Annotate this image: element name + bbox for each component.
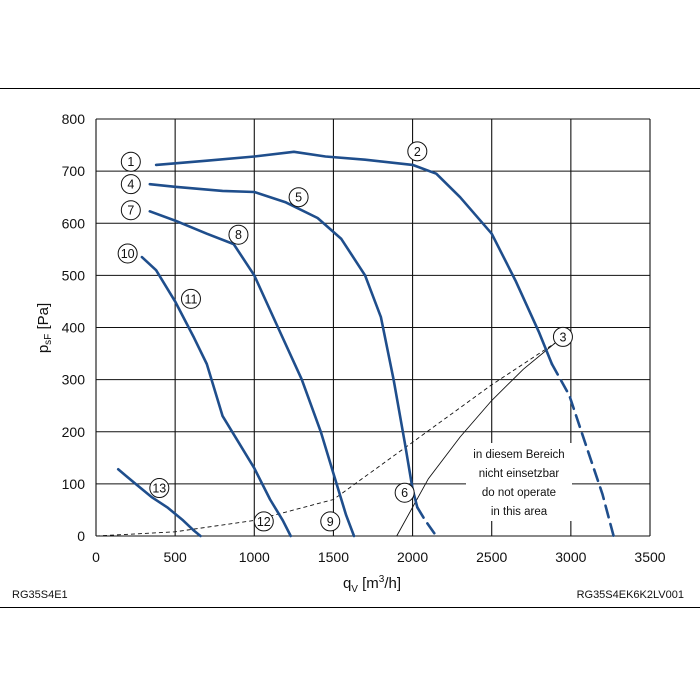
curve-marker-4: 4: [120, 174, 141, 195]
curve-marker-circle: [394, 482, 415, 503]
fan-curve: [148, 182, 419, 509]
curve-marker-12: 12: [253, 511, 274, 532]
curve-marker-1: 1: [120, 151, 141, 172]
note-line: in diesem Bereich: [473, 449, 564, 461]
system-curves: [95, 342, 556, 537]
curve-marker-label: 5: [295, 191, 302, 205]
curve-marker-circle: [228, 224, 249, 245]
y-tick-label: 400: [62, 320, 86, 336]
curve-marker-circle: [117, 243, 138, 264]
curve-marker-2: 2: [407, 141, 428, 162]
chart-frame: [0, 88, 700, 608]
x-tick-label: 500: [163, 549, 187, 565]
y-axis-title: psF [Pa]: [35, 303, 54, 353]
y-tick-label: 800: [62, 111, 86, 127]
curve-marker-circle: [320, 511, 341, 532]
curve-marker-label: 7: [127, 204, 134, 218]
curve-marker-label: 11: [184, 292, 197, 306]
y-tick-label: 600: [62, 215, 86, 231]
x-tick-label: 2500: [476, 549, 507, 565]
y-tick-label: 200: [62, 424, 86, 440]
curve-marker-6: 6: [394, 482, 415, 503]
fan-curve-dashed: [416, 506, 438, 538]
curve-marker-3: 3: [552, 326, 573, 347]
x-tick-label: 3500: [634, 549, 665, 565]
curve-marker-8: 8: [228, 224, 249, 245]
curve-marker-circle: [120, 200, 141, 221]
curve-marker-11: 11: [180, 288, 201, 309]
x-tick-label: 1500: [318, 549, 349, 565]
model-caption-left: RG35S4E1: [12, 589, 68, 601]
curve-marker-circle: [149, 478, 170, 499]
system-curve: [95, 342, 556, 537]
curve-marker-7: 7: [120, 200, 141, 221]
curve-marker-circle: [120, 174, 141, 195]
curve-marker-label: 3: [559, 330, 566, 344]
curve-marker-label: 10: [121, 247, 135, 261]
curve-marker-label: 8: [235, 228, 242, 242]
x-tick-label: 3000: [555, 549, 586, 565]
fan-curve-dashed: [550, 362, 615, 538]
x-tick-label: 2000: [397, 549, 428, 565]
curve-marker-circle: [552, 326, 573, 347]
curve-marker-13: 13: [149, 478, 170, 499]
curve-marker-label: 4: [127, 178, 134, 192]
curve-marker-label: 12: [257, 515, 271, 529]
system-curve: [396, 342, 556, 537]
curve-marker-circle: [407, 141, 428, 162]
x-tick-label: 1000: [239, 549, 270, 565]
curve-marker-label: 9: [327, 515, 334, 529]
y-tick-label: 300: [62, 372, 86, 388]
model-caption-right: RG35S4EK6K2LV001: [577, 589, 684, 601]
y-tick-label: 0: [77, 528, 85, 544]
fan-curve: [140, 255, 292, 538]
note-line: nicht einsetzbar: [479, 468, 560, 480]
curve-marker-5: 5: [288, 187, 309, 208]
curve-marker-circle: [120, 151, 141, 172]
y-tick-label: 700: [62, 163, 86, 179]
x-axis-title: qV [m3/h]: [343, 574, 401, 595]
x-tick-labels: 0 500 1000 1500 2000 2500 3000 3500: [92, 549, 666, 565]
y-tick-label: 100: [62, 476, 86, 492]
curve-marker-10: 10: [117, 243, 138, 264]
fan-curves: [116, 150, 615, 538]
note-line: in this area: [491, 506, 548, 518]
curve-marker-9: 9: [320, 511, 341, 532]
y-tick-label: 500: [62, 267, 86, 283]
curve-marker-label: 1: [127, 155, 134, 169]
note-line: do not operate: [482, 487, 556, 499]
fan-curve: [148, 210, 356, 538]
curve-marker-circle: [180, 288, 201, 309]
fan-curve: [154, 150, 554, 366]
y-tick-labels: 0 100 200 300 400 500 600 700 800: [62, 111, 86, 544]
fan-curve: [116, 468, 202, 538]
curve-marker-circle: [253, 511, 274, 532]
curve-marker-circle: [288, 187, 309, 208]
do-not-operate-note: in diesem Bereich nicht einsetzbar do not …: [466, 443, 572, 521]
curve-marker-label: 6: [401, 486, 408, 500]
svg-text:psF [Pa]: psF [Pa]: [35, 303, 54, 353]
x-tick-label: 0: [92, 549, 100, 565]
curve-marker-label: 2: [414, 145, 421, 159]
curve-marker-label: 13: [152, 482, 166, 496]
